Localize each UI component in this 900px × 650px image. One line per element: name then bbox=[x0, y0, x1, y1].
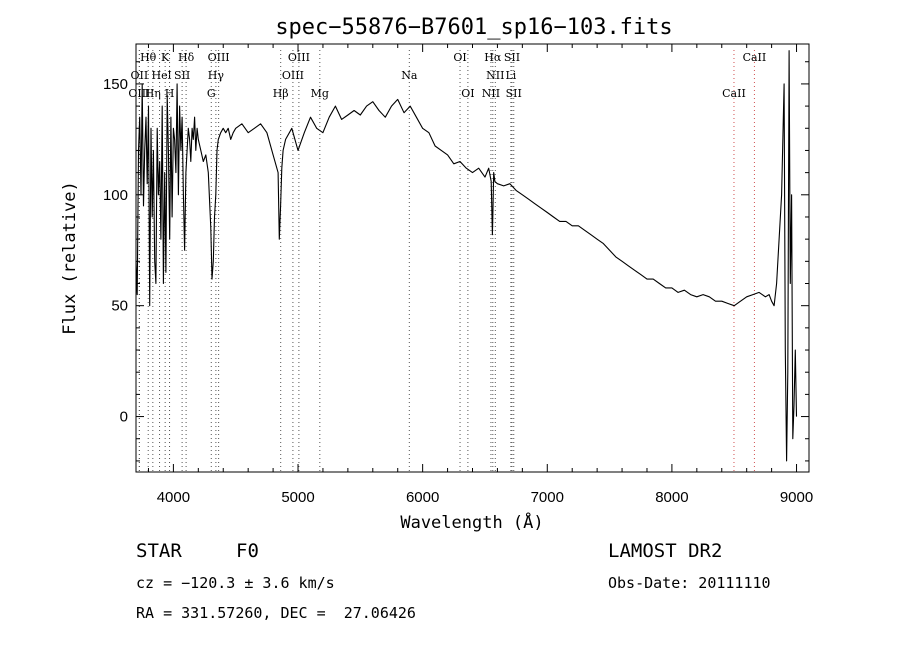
line-label: Mg bbox=[311, 87, 329, 100]
line-label: Hδ bbox=[178, 51, 195, 64]
line-label: NII bbox=[482, 87, 500, 100]
spectrum-series bbox=[135, 50, 798, 462]
line-label: OIII bbox=[282, 69, 304, 82]
line-label: G bbox=[207, 87, 216, 100]
spectral-subclass: F0 bbox=[236, 540, 259, 562]
ra-dec: RA = 331.57260, DEC = 27.06426 bbox=[136, 604, 416, 622]
y-tick-label: 100 bbox=[103, 187, 128, 204]
x-tick-label: 5000 bbox=[281, 489, 314, 506]
line-label: CaII bbox=[722, 87, 746, 100]
x-tick-label: 7000 bbox=[531, 489, 564, 506]
y-tick-label: 0 bbox=[120, 409, 128, 426]
line-label: OIII bbox=[288, 51, 310, 64]
line-label: Na bbox=[401, 69, 418, 82]
line-label: Hγ bbox=[208, 69, 225, 82]
x-tick-label: 6000 bbox=[406, 489, 439, 506]
line-label: SII bbox=[504, 51, 520, 64]
line-label: Hβ bbox=[273, 87, 289, 100]
line-label: Li bbox=[505, 69, 516, 82]
line-label: He bbox=[152, 69, 168, 82]
axis-ticks: 4000 5000 6000 7000 8000 9000 0 50 100 150 bbox=[103, 44, 813, 506]
y-axis-label: Flux (relative) bbox=[60, 181, 80, 335]
line-label: I bbox=[167, 69, 171, 82]
spectrum-line bbox=[135, 50, 798, 462]
y-tick-label: 150 bbox=[103, 76, 128, 93]
line-label: NII bbox=[486, 69, 504, 82]
x-tick-label: 8000 bbox=[655, 489, 688, 506]
line-label: OII bbox=[131, 69, 149, 82]
object-class: STAR bbox=[136, 540, 182, 562]
line-label: SII bbox=[506, 87, 522, 100]
x-tick-label: 4000 bbox=[157, 489, 190, 506]
line-label: Hη bbox=[145, 87, 161, 100]
line-label: OI bbox=[461, 87, 474, 100]
line-label: OI bbox=[453, 51, 466, 64]
line-label: SII bbox=[174, 69, 190, 82]
line-label: H bbox=[165, 87, 175, 100]
plot-frame bbox=[135, 43, 810, 473]
x-axis-label: Wavelength (Å) bbox=[400, 511, 543, 533]
chart-title: spec−55876−B7601_sp16−103.fits bbox=[275, 15, 672, 40]
redshift-cz: cz = −120.3 ± 3.6 km/s bbox=[136, 574, 335, 592]
x-tick-label: 9000 bbox=[780, 489, 813, 506]
survey-name: LAMOST DR2 bbox=[608, 540, 723, 562]
observation-date: Obs-Date: 20111110 bbox=[608, 574, 771, 592]
line-label: OIII bbox=[208, 51, 230, 64]
y-tick-label: 50 bbox=[111, 298, 128, 315]
line-label: K bbox=[161, 51, 170, 64]
line-label: Hα bbox=[484, 51, 502, 64]
line-label: Hθ bbox=[140, 51, 157, 64]
line-label: OIII bbox=[128, 87, 150, 100]
line-label: CaII bbox=[743, 51, 767, 64]
